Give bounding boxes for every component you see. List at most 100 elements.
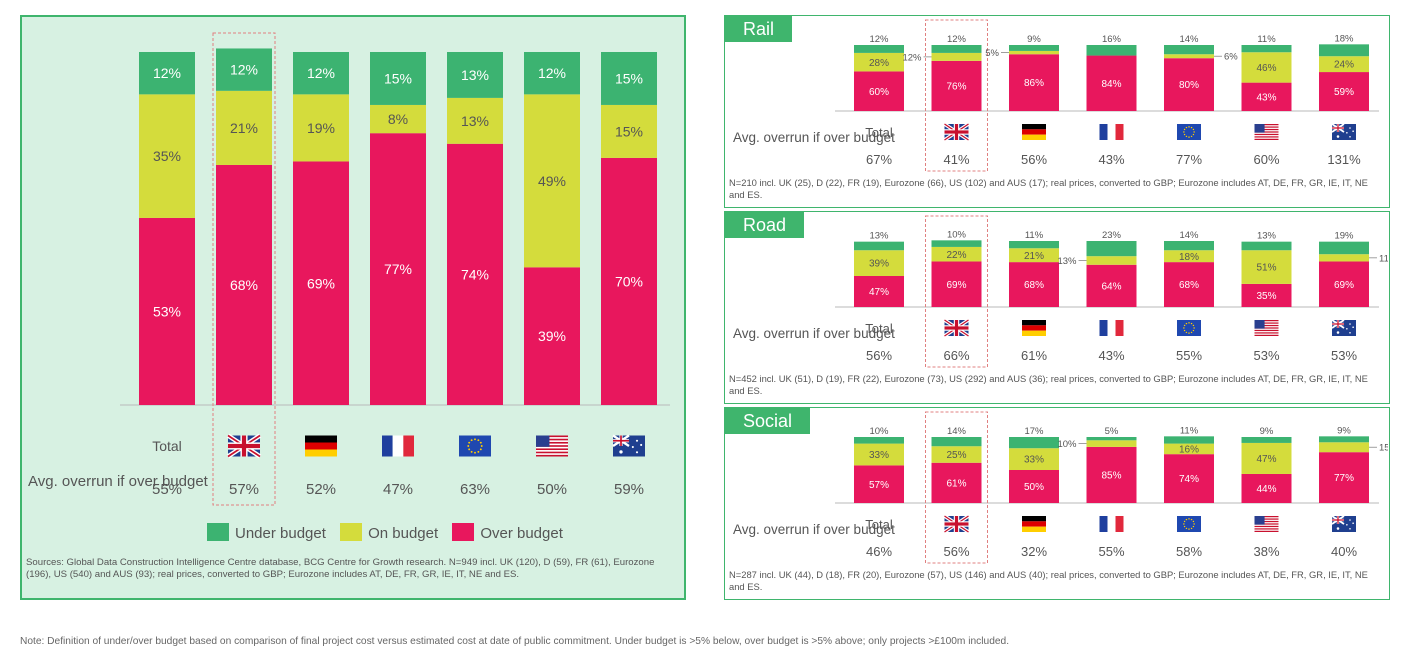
bar-on-budget-d <box>1009 448 1059 470</box>
eu-flag-icon <box>1177 320 1201 336</box>
bar-over-budget-fr <box>1086 446 1137 503</box>
data-label-under-budget-uk: 10% <box>947 229 967 240</box>
bar-under-budget-fr <box>1086 45 1137 56</box>
data-label-on-budget-us: 47% <box>1256 454 1276 465</box>
australia-flag-icon <box>1331 515 1356 532</box>
data-label-under-budget-aus: 15% <box>615 71 643 87</box>
bar-on-budget-uk <box>931 52 982 61</box>
avg-overrun-eurozone: 55% <box>1176 348 1202 363</box>
data-label-under-budget-uk: 12% <box>947 34 967 45</box>
data-label-on-budget-eurozone: 13% <box>461 113 489 129</box>
data-label-under-budget-us: 13% <box>1257 231 1277 242</box>
avg-overrun-fr: 47% <box>383 481 413 498</box>
data-label-under-budget-uk: 12% <box>230 62 258 78</box>
avg-overrun-fr: 43% <box>1098 348 1124 363</box>
data-label-on-budget-total: 35% <box>153 148 181 164</box>
data-label-over-budget-fr: 77% <box>384 261 412 277</box>
data-label-over-budget-d: 86% <box>1024 78 1044 89</box>
avg-overrun-fr: 55% <box>1098 544 1124 559</box>
bar-on-budget-total <box>139 94 195 218</box>
australia-flag-icon <box>1331 123 1356 140</box>
bar-over-budget-d <box>1009 470 1059 503</box>
avg-overrun-total: 67% <box>866 152 892 167</box>
bar-on-budget-eurozone <box>1164 250 1214 263</box>
uk-flag-icon <box>943 318 970 338</box>
avg-overrun-uk: 41% <box>943 152 969 167</box>
data-label-under-budget-eurozone: 14% <box>1179 34 1199 45</box>
bar-over-budget-us <box>1241 283 1292 307</box>
road-avg-overrun-label: Avg. overrun if over budget <box>733 326 895 341</box>
bar-under-budget-uk <box>931 437 982 447</box>
data-label-over-budget-d: 68% <box>1024 280 1044 291</box>
data-label-on-budget-total: 33% <box>869 450 889 461</box>
data-label-under-budget-eurozone: 13% <box>461 67 489 83</box>
bar-over-budget-us <box>1241 82 1292 111</box>
bar-on-budget-fr <box>370 104 426 134</box>
bar-over-budget-uk <box>931 462 982 503</box>
data-label-on-budget-aus: 11% <box>1379 253 1388 264</box>
avg-overrun-us: 38% <box>1253 544 1279 559</box>
category-total: Total <box>865 321 893 336</box>
bar-over-budget-fr <box>1086 264 1137 307</box>
avg-overrun-uk: 66% <box>943 348 969 363</box>
sources-note: Sources: Global Data Construction Intell… <box>26 557 655 580</box>
road-chart-svg: 47% 39% 13% Total 56% 69% 22% 10% 66% 68% 21% 11% 61… <box>835 215 1388 368</box>
bar-on-budget-eurozone <box>1164 443 1214 455</box>
bar-over-budget-aus <box>1319 452 1369 503</box>
data-label-over-budget-uk: 61% <box>946 478 966 489</box>
germany-flag-icon <box>1022 124 1046 140</box>
data-label-over-budget-total: 60% <box>869 87 889 98</box>
data-label-on-budget-aus: 15% <box>1379 443 1388 454</box>
data-label-on-budget-fr: 13% <box>1057 256 1077 267</box>
usa-flag-icon <box>1254 124 1279 140</box>
avg-overrun-us: 53% <box>1253 348 1279 363</box>
data-label-on-budget-d: 19% <box>307 120 335 136</box>
footnote: Note: Definition of under/over budget ba… <box>20 636 1010 647</box>
data-label-under-budget-aus: 19% <box>1334 231 1354 242</box>
data-label-under-budget-aus: 9% <box>1337 425 1351 436</box>
highlight-box-uk <box>212 32 276 506</box>
data-label-over-budget-eurozone: 80% <box>1179 80 1199 91</box>
data-label-over-budget-aus: 69% <box>1334 280 1354 291</box>
bar-over-budget-d <box>1009 262 1059 307</box>
data-label-on-budget-d: 21% <box>1024 251 1044 262</box>
bar-over-budget-eurozone <box>1164 58 1214 111</box>
bar-under-budget-d <box>1009 45 1059 51</box>
highlight-box-uk <box>925 19 988 172</box>
data-label-under-budget-fr: 5% <box>1105 426 1119 437</box>
data-label-over-budget-fr: 85% <box>1101 471 1121 482</box>
bar-on-budget-d <box>1009 50 1059 55</box>
bar-under-budget-eurozone <box>1164 241 1214 251</box>
legend: Under budget On budget Over budget <box>207 523 573 545</box>
bar-under-budget-total <box>854 437 904 444</box>
eu-flag-icon <box>1177 516 1201 532</box>
data-label-on-budget-us: 49% <box>538 173 566 189</box>
bar-under-budget-d <box>1009 437 1059 449</box>
data-label-under-budget-fr: 16% <box>1102 34 1122 45</box>
bar-under-budget-fr <box>1086 241 1137 257</box>
social-chart-panel: Social 57% 33% 10% Total 46% 61% 25% 14% 56% 50% 3… <box>724 407 1390 600</box>
data-label-on-budget-uk: 25% <box>946 450 966 461</box>
data-label-on-budget-eurozone: 6% <box>1224 52 1238 63</box>
bar-under-budget-d <box>293 52 349 95</box>
avg-overrun-total: 56% <box>866 348 892 363</box>
bar-over-budget-total <box>139 217 195 405</box>
avg-overrun-uk: 57% <box>229 481 259 498</box>
social-avg-overrun-label: Avg. overrun if over budget <box>733 522 895 537</box>
uk-flag-icon <box>943 514 970 534</box>
bar-over-budget-us <box>1241 473 1292 503</box>
data-label-under-budget-eurozone: 11% <box>1180 425 1199 436</box>
uk-flag-icon <box>943 122 970 142</box>
bar-under-budget-aus <box>1319 241 1369 255</box>
data-label-under-budget-us: 9% <box>1260 426 1274 437</box>
bar-over-budget-uk <box>216 164 272 405</box>
australia-flag-icon <box>612 434 645 457</box>
bar-on-budget-d <box>293 94 349 162</box>
bar-under-budget-aus <box>601 52 657 105</box>
data-label-on-budget-us: 51% <box>1256 263 1276 274</box>
bar-under-budget-d <box>1009 241 1059 249</box>
bar-under-budget-total <box>854 241 904 251</box>
data-label-on-budget-uk: 22% <box>946 250 966 261</box>
bar-under-budget-total <box>854 45 904 53</box>
data-label-on-budget-d: 5% <box>985 48 999 59</box>
